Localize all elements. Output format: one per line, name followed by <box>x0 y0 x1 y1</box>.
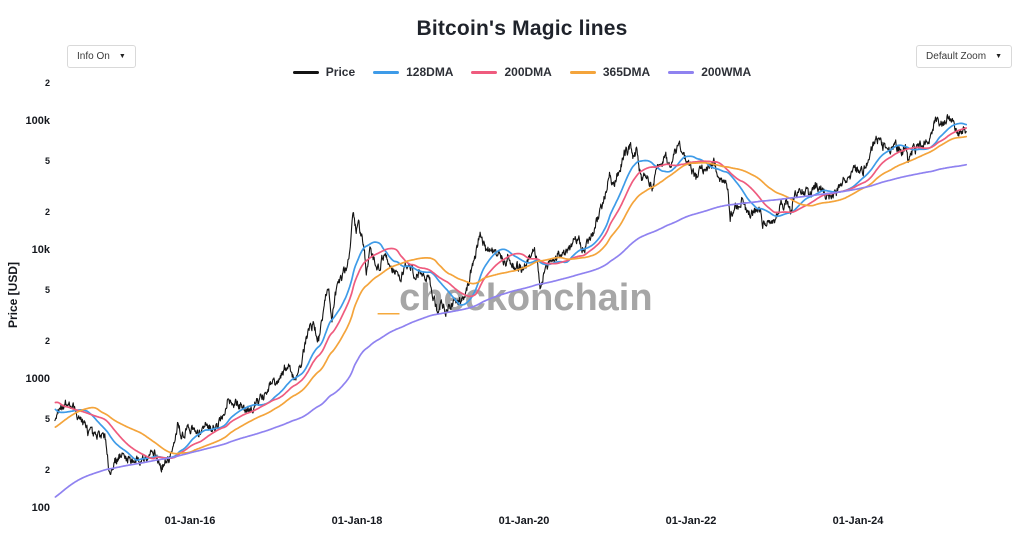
series-line-200dma <box>54 127 968 460</box>
y-tick-label: 2 <box>44 207 50 218</box>
y-tick-label: 10k <box>31 244 50 256</box>
legend-label: 365DMA <box>602 65 651 79</box>
legend-item-365dma[interactable]: 365DMA <box>569 65 651 79</box>
info-toggle-dropdown[interactable]: Info On ▼ <box>67 45 136 68</box>
caret-down-icon: ▼ <box>995 53 1002 60</box>
series-line-price <box>54 114 967 475</box>
series-line-200wma <box>54 163 968 498</box>
x-tick-label: 01-Jan-18 <box>331 515 383 527</box>
x-tick-label: 01-Jan-20 <box>498 515 550 527</box>
chart-title: Bitcoin's Magic lines <box>416 17 628 40</box>
zoom-preset-label: Default Zoom <box>926 51 987 62</box>
legend-label: 200DMA <box>504 65 552 79</box>
y-tick-label: 2 <box>44 78 50 89</box>
x-tick-label: 01-Jan-22 <box>665 515 717 527</box>
x-tick-label: 01-Jan-16 <box>164 515 216 527</box>
y-tick-label: 100k <box>25 115 50 127</box>
legend-item-128dma[interactable]: 128DMA <box>373 65 453 79</box>
y-tick-label: 5 <box>44 155 50 166</box>
legend-item-200wma[interactable]: 200WMA <box>668 65 751 79</box>
legend-swatch-128dma <box>373 70 400 74</box>
y-tick-label: 2 <box>44 465 50 476</box>
zoom-preset-dropdown[interactable]: Default Zoom ▼ <box>916 45 1012 68</box>
caret-down-icon: ▼ <box>118 53 126 60</box>
legend-label: Price <box>325 65 356 79</box>
y-tick-label: 5 <box>44 413 50 424</box>
legend-swatch-price <box>292 70 319 74</box>
x-tick-label: 01-Jan-24 <box>832 515 884 527</box>
y-tick-label: 1000 <box>25 373 50 385</box>
chart-legend: Price 128DMA 200DMA 365DMA 200WMA <box>20 62 1024 82</box>
legend-label: 128DMA <box>406 65 454 79</box>
y-tick-label: 5 <box>44 284 50 295</box>
watermark-underscore: _ <box>378 277 400 319</box>
legend-item-200dma[interactable]: 200DMA <box>471 65 552 79</box>
legend-swatch-365dma <box>569 70 596 74</box>
series-line-365dma <box>54 135 968 455</box>
y-tick-label: 100 <box>31 502 50 514</box>
legend-item-price[interactable]: Price <box>292 65 356 79</box>
legend-swatch-200wma <box>668 70 695 74</box>
legend-label: 200WMA <box>701 65 752 79</box>
info-toggle-label: Info On <box>77 51 110 62</box>
legend-swatch-200dma <box>471 70 498 74</box>
y-tick-label: 2 <box>44 336 50 347</box>
